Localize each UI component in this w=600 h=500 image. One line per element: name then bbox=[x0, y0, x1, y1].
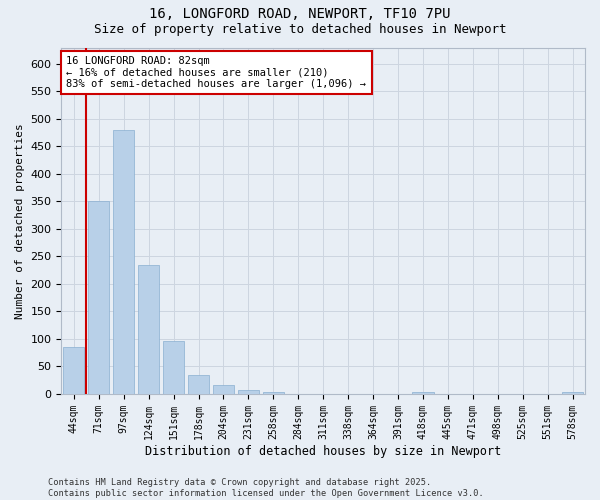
Text: 16 LONGFORD ROAD: 82sqm
← 16% of detached houses are smaller (210)
83% of semi-d: 16 LONGFORD ROAD: 82sqm ← 16% of detache… bbox=[67, 56, 367, 89]
Text: Contains HM Land Registry data © Crown copyright and database right 2025.
Contai: Contains HM Land Registry data © Crown c… bbox=[48, 478, 484, 498]
Bar bbox=[188, 374, 209, 394]
Bar bbox=[88, 202, 109, 394]
Bar bbox=[412, 392, 434, 394]
Bar bbox=[562, 392, 583, 394]
Bar bbox=[213, 385, 234, 394]
Bar bbox=[113, 130, 134, 394]
Bar bbox=[163, 340, 184, 394]
Bar bbox=[238, 390, 259, 394]
Bar bbox=[138, 264, 159, 394]
X-axis label: Distribution of detached houses by size in Newport: Distribution of detached houses by size … bbox=[145, 444, 502, 458]
Bar bbox=[263, 392, 284, 394]
Text: Size of property relative to detached houses in Newport: Size of property relative to detached ho… bbox=[94, 22, 506, 36]
Bar bbox=[63, 347, 85, 394]
Y-axis label: Number of detached properties: Number of detached properties bbox=[15, 123, 25, 318]
Text: 16, LONGFORD ROAD, NEWPORT, TF10 7PU: 16, LONGFORD ROAD, NEWPORT, TF10 7PU bbox=[149, 8, 451, 22]
